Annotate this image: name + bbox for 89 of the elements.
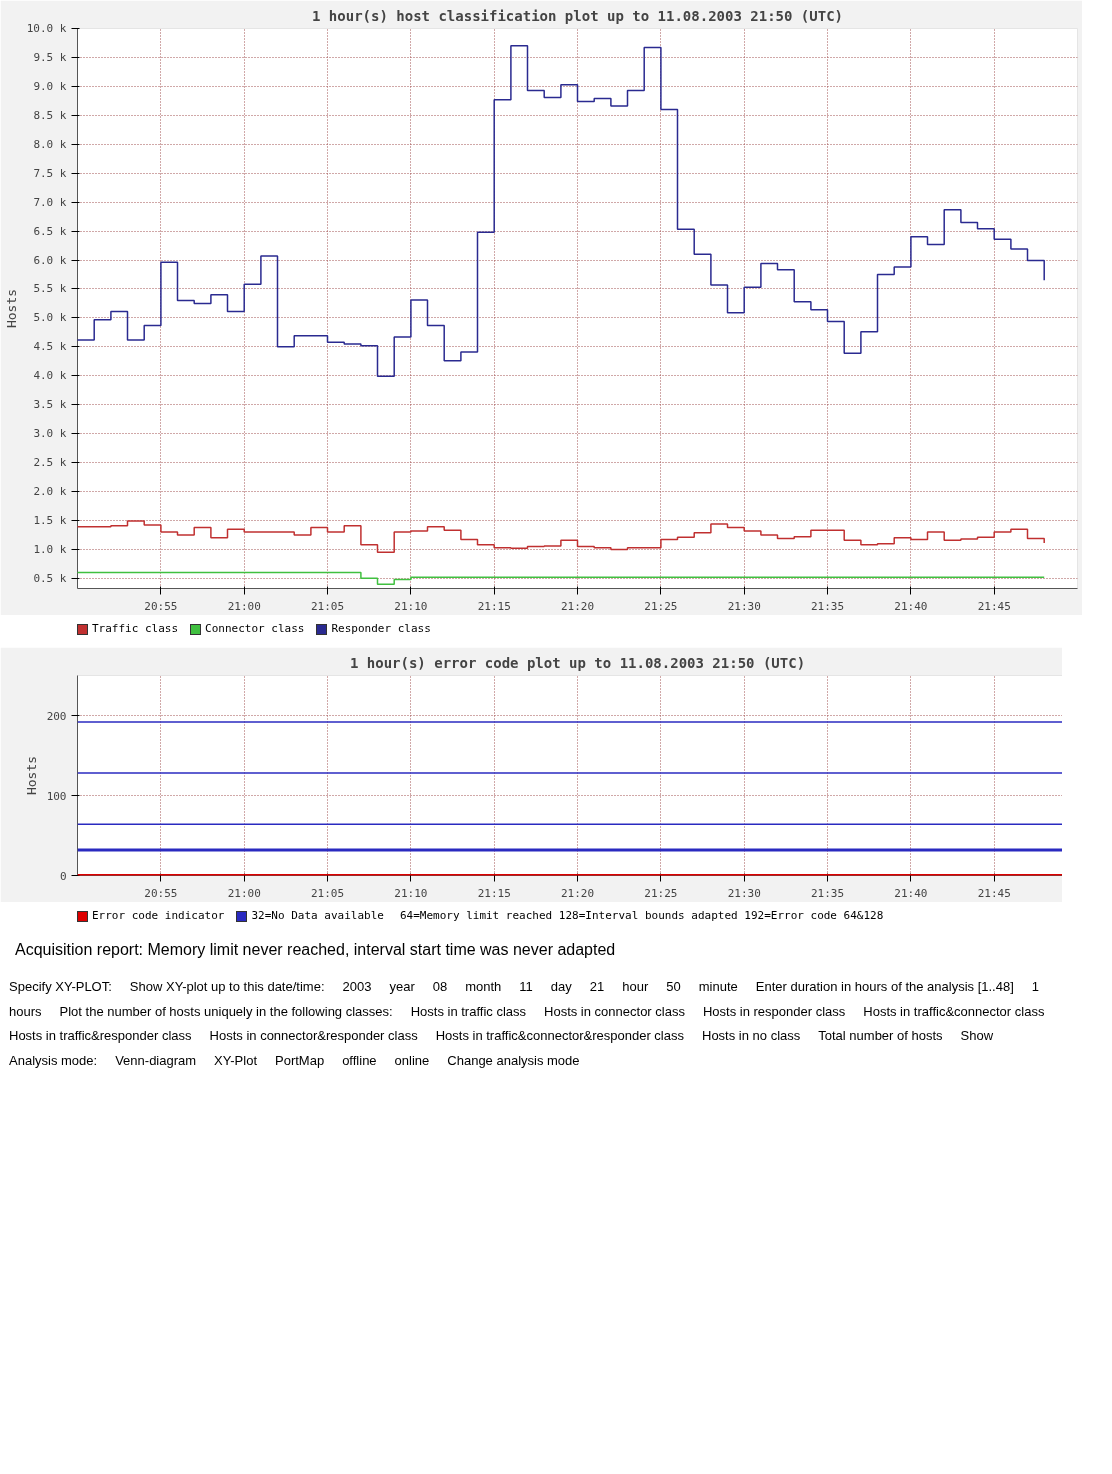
text: 64=Memory limit reached 128=Interval bounds adapted 192=Error code 64&128: [399, 909, 884, 923]
text: offline: [341, 1051, 378, 1070]
y-tick-label: 3.0 k: [33, 427, 67, 441]
y-axis-title: Hosts: [23, 755, 39, 796]
y-tick-label: 2.0 k: [33, 485, 67, 499]
y-tick-label: 5.0 k: [33, 311, 67, 325]
text: hours: [8, 1002, 43, 1021]
x-tick-label: 21:00: [227, 886, 261, 900]
y-tick-label: 0: [59, 869, 67, 883]
y-tick-label: 200: [46, 709, 67, 723]
x-tick-label: 21:45: [977, 886, 1011, 900]
text: Hosts in no class: [701, 1027, 802, 1046]
y-tick-label: 9.0 k: [33, 79, 67, 93]
text: Change analysis mode: [446, 1051, 581, 1070]
x-tick-label: 21:10: [394, 599, 428, 613]
text: Analysis mode:: [8, 1051, 99, 1070]
legend-label: 32=No Data available: [251, 909, 384, 923]
legend-label: Connector class: [205, 622, 305, 636]
text: Venn-diagram: [114, 1051, 198, 1070]
chart-title: 1 hour(s) host classification plot up to 11.08.2003 21:50 (UTC): [312, 7, 844, 24]
text: Hosts in connector&responder class: [208, 1027, 419, 1046]
x-tick-label: 21:20: [560, 886, 595, 900]
y-tick-label: 9.5 k: [33, 50, 67, 64]
x-tick-label: 21:05: [310, 886, 345, 900]
x-tick-label: 21:40: [894, 886, 928, 900]
text: Plot the number of hosts uniquely in the following classes:: [58, 1002, 394, 1021]
x-tick-label: 21:45: [977, 599, 1011, 613]
y-tick-label: 5.5 k: [33, 282, 67, 296]
x-tick-label: 21:25: [644, 599, 678, 613]
x-tick-label: 21:05: [310, 599, 345, 613]
y-tick-label: 7.5 k: [33, 166, 67, 180]
x-tick-label: 21:30: [727, 599, 761, 613]
x-tick-label: 21:35: [810, 599, 845, 613]
y-tick-label: 1.0 k: [33, 542, 67, 556]
y-tick-label: 0.5 k: [33, 571, 67, 585]
legend-label: Traffic class: [92, 622, 179, 636]
text: 11: [518, 978, 534, 996]
text: hour: [621, 978, 650, 996]
y-tick-label: 10.0 k: [26, 22, 67, 35]
text: Hosts in traffic class: [409, 1002, 528, 1021]
y-tick-label: 8.0 k: [33, 137, 67, 151]
y-tick-label: 1.5 k: [33, 513, 67, 527]
x-tick-label: 21:00: [227, 599, 261, 613]
text: 08: [431, 978, 449, 996]
text: Acquisition report: Memory limit never reached, interval start time was never adapted: [14, 940, 616, 960]
chart-title: 1 hour(s) error code plot up to 11.08.2003 21:50 (UTC): [349, 654, 806, 671]
text: online: [393, 1051, 431, 1070]
y-tick-label: 4.0 k: [33, 369, 67, 383]
y-tick-label: 4.5 k: [33, 340, 67, 354]
y-tick-label: 100: [46, 789, 67, 803]
x-tick-label: 21:30: [727, 886, 761, 900]
legend-label: Responder class: [331, 622, 431, 636]
y-axis-title: Hosts: [3, 288, 19, 329]
text: Specify XY-PLOT:: [8, 978, 113, 996]
x-tick-label: 20:55: [144, 599, 178, 613]
text: Hosts in traffic&responder class: [8, 1027, 193, 1046]
text: PortMap: [274, 1051, 326, 1070]
y-tick-label: 6.5 k: [33, 224, 67, 238]
x-tick-label: 21:35: [810, 886, 845, 900]
text: Total number of hosts: [817, 1027, 944, 1046]
y-tick-label: 2.5 k: [33, 456, 67, 470]
text: Enter duration in hours of the analysis [1..48]: [754, 978, 1015, 996]
text: Show: [959, 1027, 995, 1046]
text: minute: [697, 978, 739, 996]
x-tick-label: 21:20: [560, 599, 595, 613]
text: month: [464, 978, 503, 996]
x-tick-label: 21:40: [894, 599, 928, 613]
text: 50: [665, 978, 682, 996]
y-tick-label: 8.5 k: [33, 108, 67, 122]
x-tick-label: 20:55: [144, 886, 178, 900]
y-tick-label: 6.0 k: [33, 253, 67, 267]
text: day: [549, 978, 573, 996]
x-tick-label: 21:15: [477, 886, 511, 900]
text: Hosts in connector class: [543, 1002, 686, 1021]
y-tick-label: 3.5 k: [33, 398, 67, 412]
text: Show XY-plot up to this date/time:: [128, 978, 326, 996]
text: 1: [1030, 978, 1041, 996]
x-tick-label: 21:10: [394, 886, 428, 900]
text: 21: [588, 978, 606, 996]
text: year: [388, 978, 416, 996]
x-tick-label: 21:15: [477, 599, 511, 613]
text: 2003: [341, 978, 373, 996]
text: XY-Plot: [213, 1051, 258, 1070]
legend-label: Error code indicator: [92, 909, 225, 923]
text: Hosts in responder class: [701, 1002, 847, 1021]
y-tick-label: 7.0 k: [33, 195, 67, 209]
text: Hosts in traffic&connector class: [862, 1002, 1046, 1021]
x-tick-label: 21:25: [644, 886, 678, 900]
text: Hosts in traffic&connector&responder class: [434, 1027, 685, 1046]
